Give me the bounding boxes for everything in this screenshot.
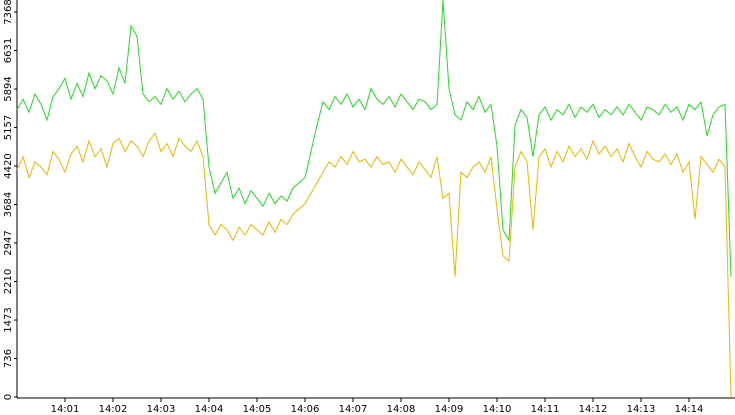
- y-tick-label: 4420: [3, 153, 14, 178]
- y-tick-label: 3684: [3, 192, 14, 217]
- x-tick-label: 14:02: [99, 404, 128, 415]
- x-tick-label: 14:13: [627, 404, 656, 415]
- y-tick-label: 5894: [3, 76, 14, 101]
- x-tick-label: 14:03: [147, 404, 176, 415]
- x-tick-label: 14:05: [243, 404, 272, 415]
- y-tick-label: 7368: [3, 0, 14, 25]
- x-tick-label: 14:04: [195, 404, 224, 415]
- x-tick-label: 14:11: [531, 404, 560, 415]
- y-tick-label: 0: [3, 394, 14, 400]
- x-tick-label: 14:06: [291, 404, 320, 415]
- x-tick-label: 14:09: [435, 404, 464, 415]
- x-tick-label: 14:01: [51, 404, 80, 415]
- y-tick-label: 2210: [3, 269, 14, 294]
- y-tick-label: 2947: [3, 230, 14, 255]
- x-tick-label: 14:14: [675, 404, 704, 415]
- x-tick-label: 14:07: [339, 404, 368, 415]
- y-tick-label: 1473: [3, 307, 14, 332]
- y-tick-label: 736: [3, 349, 14, 368]
- x-tick-label: 14:08: [387, 404, 416, 415]
- x-tick-label: 14:12: [579, 404, 608, 415]
- series-line: [16, 132, 732, 398]
- y-tick-label: 6631: [3, 38, 14, 63]
- series-line: [16, 0, 732, 277]
- y-tick-label: 5157: [3, 115, 14, 140]
- x-tick-label: 14:10: [483, 404, 512, 415]
